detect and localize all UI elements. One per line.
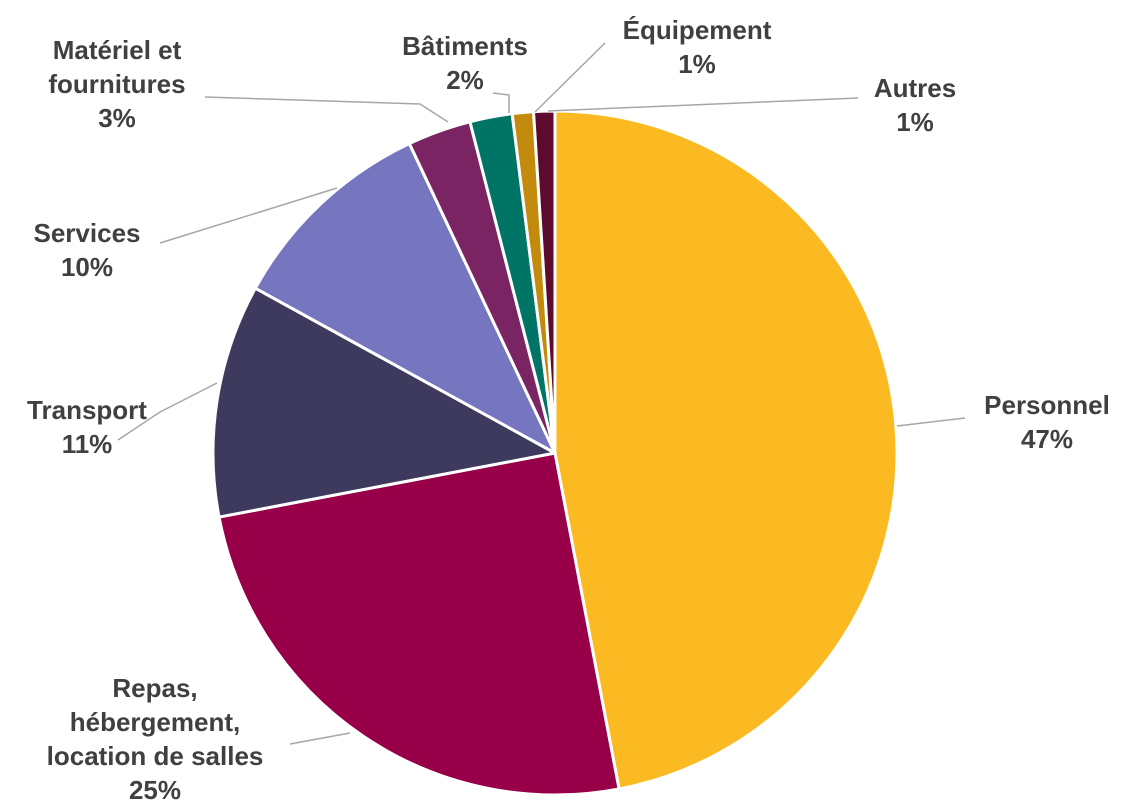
leader-line [204,96,449,123]
slice-value-label: 3% [98,103,136,133]
leader-line [534,42,606,113]
pie-slice [553,109,899,791]
leader-line [896,417,966,427]
slice-value-label: 25% [128,775,182,805]
slice-value-label: 1% [678,49,716,79]
leader-line [117,382,218,441]
slice-value-label: 47% [1020,424,1074,454]
leader-line [547,97,859,112]
slice-label: Équipement [622,15,772,45]
pie-slice [211,286,557,519]
slice-label: Bâtiments [402,31,528,61]
slice-value-label: 10% [60,252,114,282]
slice-label: Repas, hébergement, location de salles [46,673,264,771]
slice-label: Transport [27,395,147,425]
slice-value-label: 1% [896,107,934,137]
slice-label: Personnel [984,390,1110,420]
slice-label: Autres [873,73,957,103]
pie-slice [217,451,621,797]
slice-label: Services [33,218,141,248]
slice-value-label: 2% [446,65,484,95]
slice-label: Matériel et fournitures [48,35,186,99]
pie-slice [253,142,557,455]
leader-line [159,187,338,244]
leader-line [492,92,510,113]
slice-value-label: 11% [61,429,113,459]
leader-line [289,732,351,745]
